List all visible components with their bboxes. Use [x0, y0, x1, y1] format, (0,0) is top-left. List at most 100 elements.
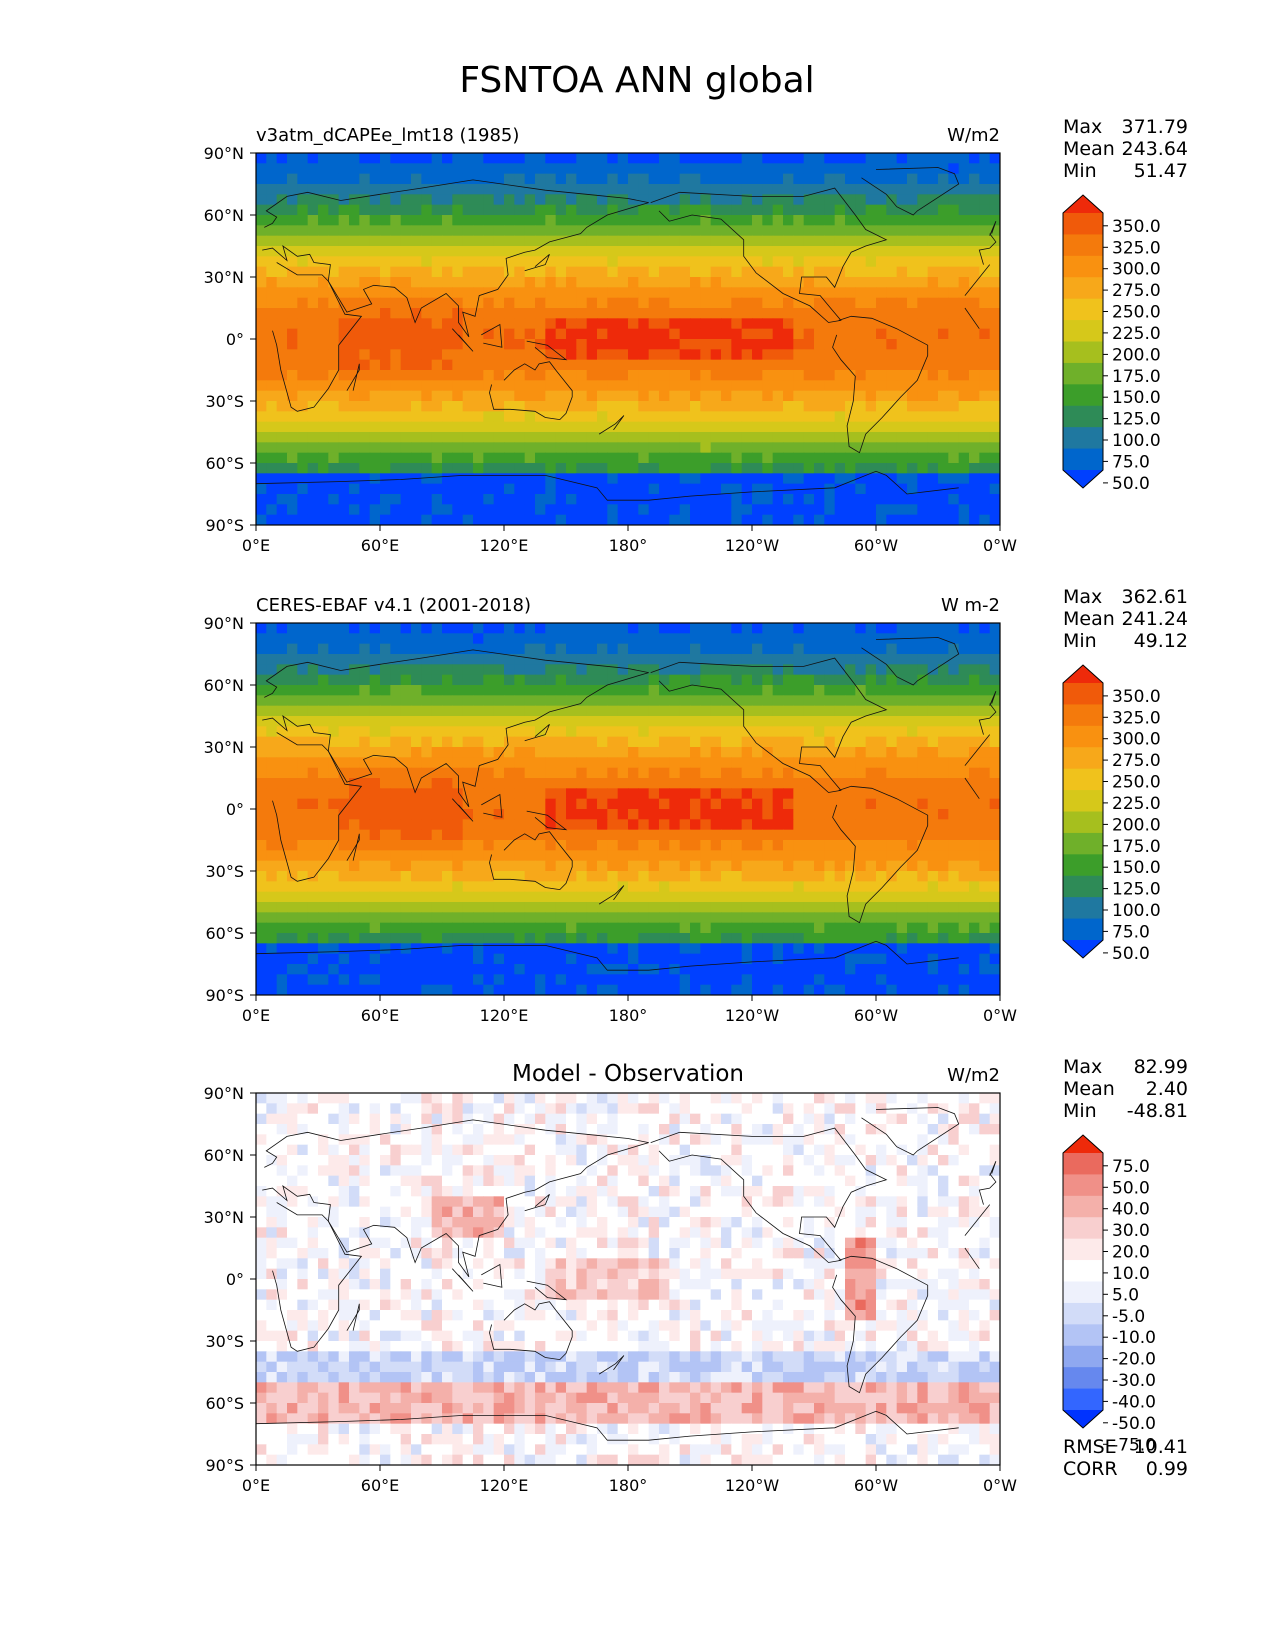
field-cell — [690, 432, 701, 443]
field-cell — [669, 674, 681, 686]
field-cell — [700, 463, 712, 474]
field-cell — [524, 922, 536, 934]
field-cell — [256, 277, 267, 288]
field-cell — [400, 318, 412, 330]
field-cell — [948, 204, 960, 216]
field-cell — [793, 902, 805, 913]
field-cell — [979, 215, 991, 226]
field-cell — [896, 778, 908, 789]
field-cell — [741, 318, 753, 330]
field-cell — [628, 850, 639, 862]
field-cell — [793, 664, 805, 676]
field-cell — [349, 246, 360, 257]
field-cell — [535, 225, 546, 237]
field-cell — [927, 483, 939, 495]
field-cell — [979, 463, 991, 474]
field-cell — [679, 411, 691, 423]
field-cell — [369, 401, 381, 412]
field-cell — [390, 153, 402, 164]
field-cell — [514, 726, 526, 738]
field-cell — [958, 215, 970, 226]
field-cell — [369, 623, 381, 634]
field-cell — [865, 328, 877, 340]
field-cell — [256, 695, 267, 707]
field-cell — [307, 664, 319, 676]
field-cell — [524, 767, 536, 779]
field-cell — [369, 902, 381, 913]
field-cell — [338, 881, 350, 893]
field-cell — [721, 483, 732, 495]
field-cell — [524, 277, 536, 288]
field-cell — [421, 736, 433, 748]
field-cell — [896, 514, 908, 525]
field-cell — [938, 695, 949, 707]
field-cell — [411, 266, 422, 278]
field-cell — [669, 153, 681, 164]
field-cell — [886, 933, 898, 944]
field-cell — [731, 767, 743, 779]
field-cell — [473, 860, 484, 872]
field-cell — [256, 328, 267, 340]
field-cell — [411, 695, 422, 707]
field-cell — [648, 483, 660, 495]
field-cell — [566, 778, 577, 789]
field-cell — [731, 829, 743, 841]
field-cell — [855, 798, 867, 810]
field-cell — [659, 891, 670, 903]
field-cell — [700, 204, 712, 216]
field-cell — [762, 421, 774, 433]
field-cell — [514, 401, 526, 412]
field-cell — [876, 246, 887, 257]
field-cell — [876, 757, 887, 769]
field-cell — [628, 184, 639, 195]
field-cell — [710, 421, 722, 433]
field-cell — [690, 633, 701, 645]
field-cell — [493, 442, 505, 454]
field-cell — [938, 747, 949, 758]
field-cell — [669, 225, 681, 237]
field-cell — [710, 225, 722, 237]
field-cell — [576, 664, 588, 676]
field-cell — [979, 757, 991, 769]
field-cell — [462, 235, 474, 247]
field-cell — [648, 726, 660, 738]
field-cell — [628, 173, 639, 185]
field-cell — [752, 328, 763, 340]
field-cell — [566, 380, 577, 392]
field-cell — [700, 871, 712, 882]
field-cell — [845, 809, 856, 820]
field-cell — [927, 235, 939, 247]
field-cell — [514, 850, 526, 862]
field-cell — [917, 380, 929, 392]
field-cell — [287, 643, 298, 655]
field-cell — [338, 225, 350, 237]
field-cell — [586, 623, 598, 634]
colorbar-segment — [1063, 320, 1103, 342]
field-cell — [504, 483, 515, 495]
field-cell — [793, 716, 805, 727]
field-cell — [555, 922, 567, 934]
field-cell — [969, 442, 980, 454]
field-cell — [566, 654, 577, 665]
field-cell — [431, 716, 443, 727]
field-cell — [555, 778, 567, 789]
field-cell — [524, 860, 536, 872]
field-cell — [359, 840, 371, 851]
field-cell — [659, 235, 670, 247]
field-cell — [896, 726, 908, 738]
field-cell — [359, 452, 371, 464]
field-cell — [266, 380, 278, 392]
field-cell — [390, 432, 402, 443]
field-cell — [431, 726, 443, 738]
field-cell — [917, 767, 929, 779]
field-cell — [349, 912, 360, 924]
field-cell — [989, 421, 1000, 433]
field-cell — [266, 194, 278, 206]
field-cell — [700, 623, 712, 634]
field-cell — [287, 246, 298, 257]
field-cell — [896, 401, 908, 412]
field-cell — [679, 643, 691, 655]
field-cell — [638, 504, 650, 516]
field-cell — [772, 370, 784, 381]
field-cell — [628, 442, 639, 454]
